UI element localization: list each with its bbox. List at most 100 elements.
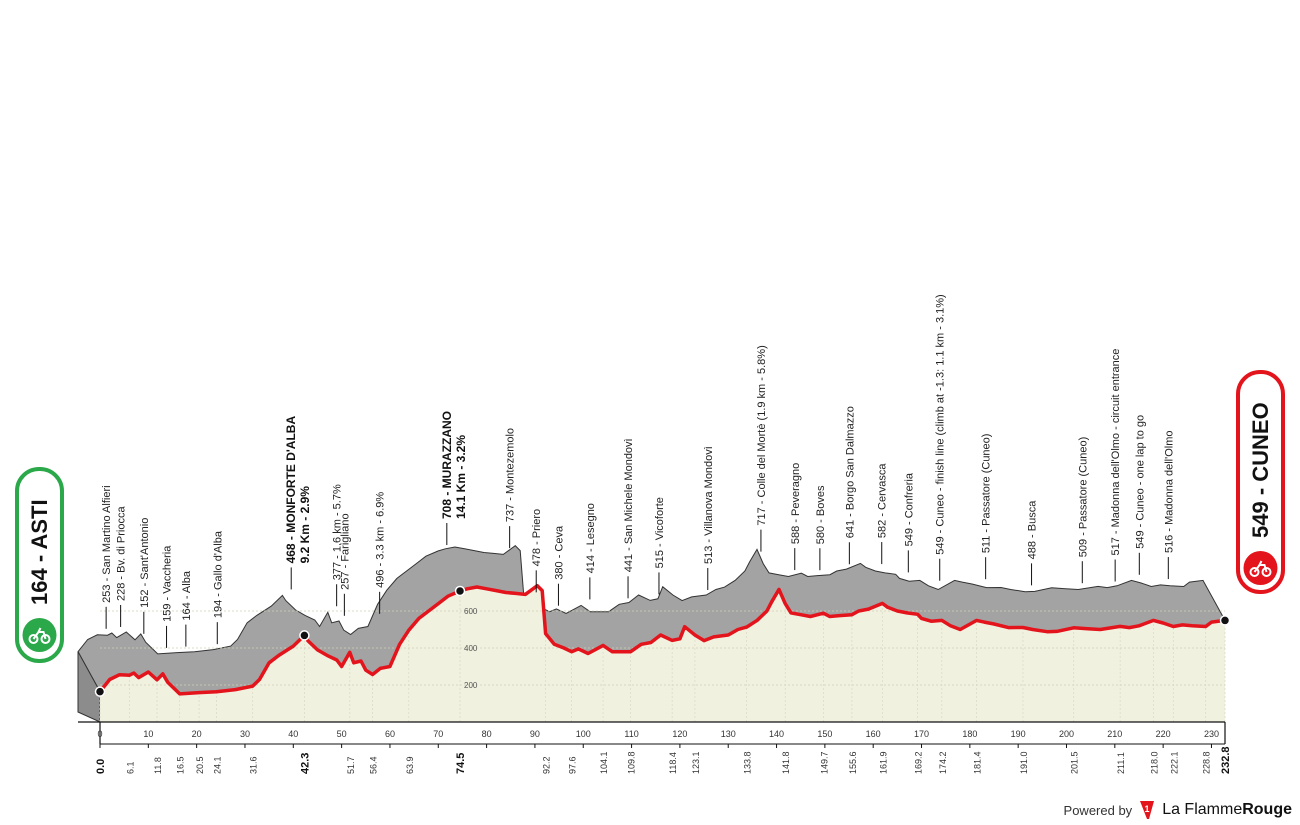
- bicycle-icon: [28, 627, 51, 644]
- waypoint-label: 380 - Ceva: [553, 525, 565, 580]
- waypoint-label: 509 - Passatore (Cuneo): [1077, 437, 1089, 557]
- km-label: 24.1: [212, 756, 222, 774]
- x-tick-label: 170: [914, 729, 929, 739]
- km-label: 109.8: [627, 751, 637, 774]
- km-label: 92.2: [542, 756, 552, 774]
- waypoint-label: 708 - MURAZZANO: [440, 411, 454, 519]
- waypoint-labels: 253 - San Martino Alfieri 228 - Bv. di Pr…: [101, 294, 1175, 648]
- finish-badge: 549 - CUNEO: [1236, 370, 1285, 594]
- waypoint-label: 549 - Confreria: [903, 472, 915, 546]
- x-tick-label: 0: [97, 729, 102, 739]
- x-tick-label: 60: [385, 729, 395, 739]
- x-tick-label: 40: [288, 729, 298, 739]
- profile-fill: [100, 585, 1225, 722]
- start-badge: 164 - ASTI: [15, 467, 64, 663]
- km-label: 74.5: [455, 753, 467, 774]
- waypoint-label: 253 - San Martino Alfieri: [101, 485, 113, 602]
- x-axis: 0 10 20 30 40 50 60 70 80 90 100 110 120 130 140 150 160…: [78, 721, 1232, 774]
- x-tick-label: 160: [866, 729, 881, 739]
- waypoint-label: 496 - 3.3 km - 6.9%: [375, 492, 387, 588]
- km-label: 174.2: [938, 751, 948, 774]
- km-label: 104.1: [599, 751, 609, 774]
- y-tick-label: 600: [464, 607, 478, 616]
- brand-light: La Flamme: [1162, 801, 1243, 818]
- km-label: 201.5: [1070, 751, 1080, 774]
- waypoint-label: 257 - Farigliano: [339, 513, 351, 589]
- waypoint-label: 513 - Villanova Mondovì: [703, 446, 715, 564]
- waypoint-label: 641 - Borgo San Dalmazzo: [844, 406, 856, 538]
- waypoint-label: 517 - Madonna dell'Olmo - circuit entran…: [1110, 349, 1122, 556]
- waypoint-label: 516 - Madonna dell'Olmo: [1163, 430, 1175, 553]
- km-label: 123.1: [691, 751, 701, 774]
- km-label: 169.2: [914, 751, 924, 774]
- y-tick-label: 200: [464, 681, 478, 690]
- x-tick-label: 230: [1204, 729, 1219, 739]
- svg-text:1: 1: [1145, 804, 1150, 814]
- waypoint-label: 228 - Bv. di Priocca: [116, 506, 128, 601]
- waypoint-dot: [454, 585, 466, 597]
- km-label: 42.3: [299, 753, 311, 774]
- x-tick-label: 110: [624, 729, 638, 739]
- profile-area: [100, 585, 1225, 722]
- x-tick-label: 10: [143, 729, 153, 739]
- waypoint-label: 194 - Gallo d'Alba: [212, 530, 224, 618]
- cyclist-icon: [22, 618, 57, 652]
- x-tick-label: 210: [1107, 729, 1122, 739]
- climb-info-label: 14.1 Km - 3.2%: [454, 435, 468, 519]
- km-label: 232.8: [1220, 746, 1232, 774]
- waypoint-label: 549 - Cuneo - finish line (climb at -1.3…: [935, 294, 947, 554]
- km-label: 141.8: [781, 751, 791, 774]
- x-tick-label: 70: [433, 729, 443, 739]
- x-tick-label: 130: [721, 729, 736, 739]
- grid-lines: 200 400 600: [99, 591, 1226, 722]
- waypoint-label: 582 - Cervasca: [877, 463, 889, 538]
- x-tick-label: 120: [672, 729, 687, 739]
- km-label: 6.1: [125, 761, 135, 774]
- x-tick-label: 140: [769, 729, 784, 739]
- km-label: 63.9: [405, 756, 415, 774]
- km-label: 228.8: [1202, 751, 1212, 774]
- waypoint-label: 159 - Vaccheria: [162, 545, 174, 622]
- km-label: 155.6: [848, 751, 858, 774]
- km-label: 218.0: [1149, 751, 1159, 774]
- km-label: 181.4: [973, 751, 983, 774]
- x-tick-label: 220: [1156, 729, 1171, 739]
- waypoint-label: 515 - Vicoforte: [654, 497, 666, 568]
- climb-info-label: 9.2 Km - 2.9%: [298, 486, 312, 564]
- x-tick-label: 200: [1059, 729, 1074, 739]
- waypoint-label: 164 - Alba: [181, 570, 193, 620]
- x-tick-label: 50: [337, 729, 347, 739]
- km-label: 191.0: [1019, 751, 1029, 774]
- waypoint-label: 377 - 1.6 km - 5.7%: [332, 484, 344, 580]
- start-finish-badges: 164 - ASTI 549 - CUNEO: [15, 370, 1285, 663]
- start-label: 164 - ASTI: [27, 499, 52, 605]
- km-label: 161.9: [878, 751, 888, 774]
- x-tick-label: 150: [817, 729, 832, 739]
- km-label: 20.5: [195, 756, 205, 774]
- waypoint-label: 580 - Boves: [815, 485, 827, 544]
- waypoint-label: 717 - Colle del Mortè (1.9 km - 5.8%): [756, 345, 768, 525]
- km-label: 149.7: [819, 751, 829, 774]
- bicycle-icon: [1249, 560, 1272, 577]
- km-label: 11.8: [153, 757, 163, 774]
- waypoint-label: 478 - Priero: [531, 509, 543, 566]
- waypoint-label: 441 - San Michele Mondovì: [623, 438, 635, 572]
- x-tick-label: 100: [576, 729, 591, 739]
- waypoint-label: 588 - Peveragno: [790, 463, 802, 544]
- waypoint-label: 414 - Lesegno: [585, 503, 597, 573]
- km-label: 31.6: [249, 756, 259, 774]
- km-label: 222.1: [1169, 751, 1179, 774]
- brand-name: La FlammeRouge: [1162, 801, 1292, 819]
- x-tick-label: 80: [482, 729, 492, 739]
- km-label: 51.7: [346, 756, 356, 774]
- waypoint-label: 152 - Sant'Antonio: [139, 518, 151, 608]
- km-label: 0.0: [95, 759, 107, 774]
- waypoint-dot: [94, 686, 106, 697]
- finish-label: 549 - CUNEO: [1248, 402, 1273, 538]
- route-line: [94, 583, 1231, 697]
- flame-logo-icon: 1: [1140, 801, 1155, 819]
- y-tick-label: 400: [464, 644, 478, 653]
- waypoint-label: 737 - Montezemolo: [505, 428, 517, 522]
- waypoint-dot: [1219, 615, 1231, 626]
